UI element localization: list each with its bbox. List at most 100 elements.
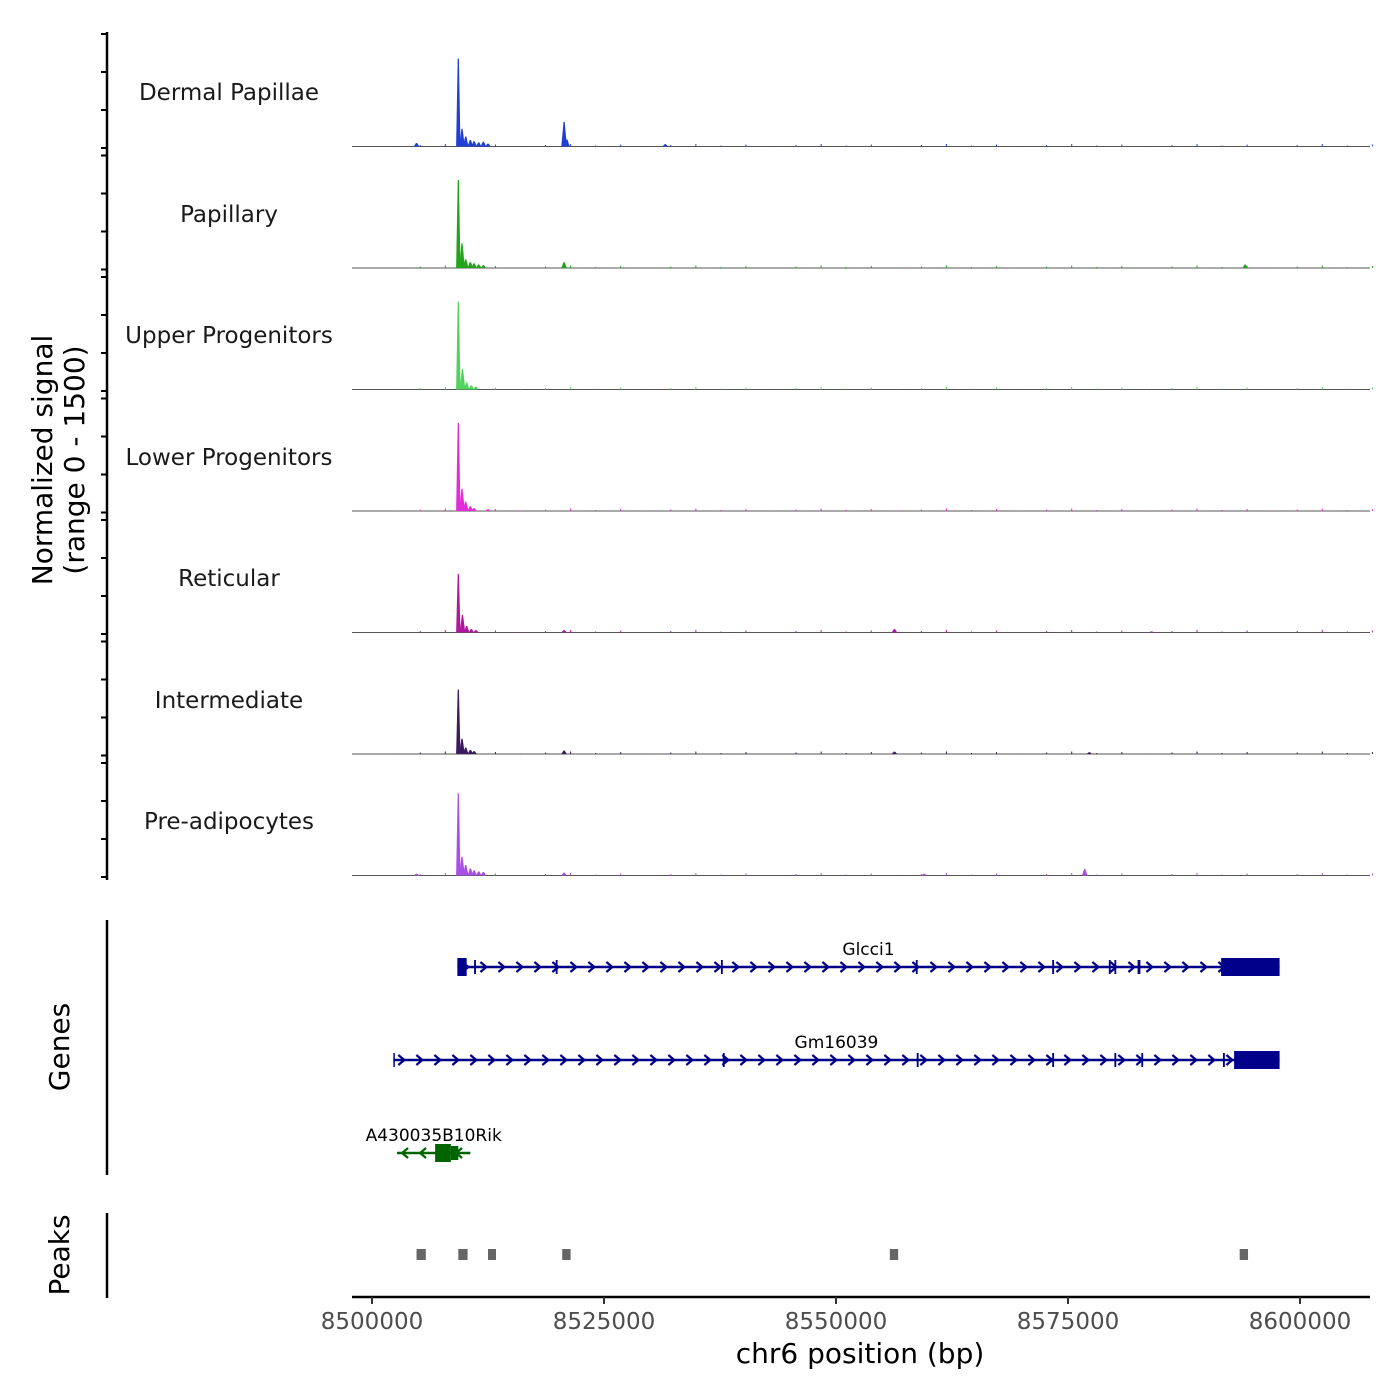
strand-arrow — [415, 1054, 425, 1066]
signal-peak — [1148, 631, 1155, 633]
strand-arrow — [497, 961, 507, 973]
track-dermal-papillae: Dermal Papillae — [139, 58, 1373, 147]
gene-label: A430035B10Rik — [366, 1126, 502, 1146]
gene-label: Gm16039 — [795, 1033, 879, 1053]
strand-arrow — [397, 1054, 407, 1066]
strand-arrow — [1037, 961, 1047, 973]
strand-arrow — [991, 1054, 1001, 1066]
signal-peak — [467, 262, 474, 268]
strand-arrow — [749, 961, 759, 973]
peak-region — [488, 1249, 496, 1260]
strand-arrow — [893, 961, 903, 973]
signal-peak — [475, 142, 482, 147]
signal-peak — [473, 386, 479, 390]
strand-arrow — [451, 1054, 461, 1066]
track-label: Pre-adipocytes — [144, 809, 314, 835]
strand-arrow — [659, 961, 669, 973]
signal-peak — [467, 868, 474, 876]
strand-arrow — [821, 961, 831, 973]
strand-arrow — [595, 1054, 605, 1066]
strand-arrow — [929, 961, 939, 973]
signal-peak — [459, 614, 466, 633]
signal-peak — [891, 628, 898, 633]
signal-peak — [456, 301, 461, 390]
gene-exon — [722, 1053, 725, 1067]
signal-peak — [480, 265, 487, 268]
strand-arrow — [983, 961, 993, 973]
signal-peak — [459, 368, 466, 390]
signal-peak — [463, 626, 470, 633]
strand-arrow — [739, 1054, 749, 1066]
signal-peak — [459, 488, 465, 511]
strand-arrow — [587, 961, 597, 973]
signal-peak — [471, 141, 477, 147]
strand-arrow — [901, 1054, 911, 1066]
signal-peak — [468, 628, 475, 633]
strand-arrow — [569, 961, 579, 973]
strand-arrow — [1127, 961, 1137, 973]
strand-arrow — [973, 1054, 983, 1066]
peak-region — [562, 1249, 571, 1260]
strand-arrow — [1081, 1054, 1091, 1066]
strand-arrow — [955, 1054, 965, 1066]
track-label: Intermediate — [155, 688, 303, 714]
track-reticular: Reticular — [178, 566, 1373, 633]
signal-peak — [485, 509, 491, 511]
signal-peak — [456, 689, 461, 754]
x-tick-label: 8500000 — [321, 1309, 423, 1335]
y-axis-title-line1: Normalized signal — [26, 335, 59, 586]
strand-arrow — [1055, 961, 1065, 973]
gene-a430035b10rik: A430035B10Rik — [366, 1126, 502, 1162]
track-upper-progenitors: Upper Progenitors — [125, 301, 1373, 390]
signal-peak — [561, 750, 567, 754]
signal-peak — [471, 508, 477, 511]
strand-arrow — [400, 1147, 409, 1159]
x-tick-label: 8525000 — [553, 1309, 655, 1335]
strand-arrow — [803, 961, 813, 973]
signal-y-axis — [101, 32, 109, 880]
signal-peak — [475, 264, 482, 268]
y-axis-title-line2: (range 0 - 1500) — [58, 345, 91, 574]
gene-exon — [555, 960, 558, 974]
strand-arrow — [1109, 961, 1119, 973]
signal-peak — [468, 385, 475, 390]
peak-region — [889, 1249, 899, 1260]
x-axis-title: chr6 position (bp) — [736, 1337, 985, 1370]
signal-peak — [561, 872, 567, 876]
gene-exon — [457, 958, 467, 976]
signal-peak — [473, 630, 479, 633]
track-label: Reticular — [178, 566, 280, 592]
strand-arrow — [731, 961, 741, 973]
signal-peak — [456, 793, 461, 876]
gene-exon — [720, 960, 723, 974]
signal-peak — [462, 864, 469, 876]
strand-arrow — [533, 961, 543, 973]
signal-peak — [921, 873, 927, 876]
gene-exon — [1052, 1053, 1055, 1067]
signal-peak — [459, 856, 465, 876]
strand-arrow — [1199, 961, 1209, 973]
signal-peak — [561, 262, 567, 268]
signal-peak — [471, 870, 477, 876]
strand-arrow — [515, 961, 525, 973]
strand-arrow — [433, 1054, 443, 1066]
strand-arrow — [541, 1054, 551, 1066]
strand-arrow — [757, 1054, 767, 1066]
strand-arrow — [1117, 1054, 1127, 1066]
signal-peak — [413, 873, 420, 876]
gene-exon — [1114, 960, 1117, 974]
strand-arrow — [839, 961, 849, 973]
gene-exon — [435, 1144, 451, 1162]
gene-exon — [1114, 1053, 1117, 1067]
signal-peak — [467, 506, 474, 511]
gene-exon — [393, 1053, 395, 1067]
strand-arrow — [775, 1054, 785, 1066]
strand-arrow — [919, 1054, 929, 1066]
signal-peak — [891, 751, 898, 754]
strand-arrow — [811, 1054, 821, 1066]
gene-exon — [1221, 958, 1280, 976]
track-label: Papillary — [180, 202, 278, 228]
x-tick-label: 8550000 — [785, 1309, 887, 1335]
signal-peak — [463, 382, 470, 390]
